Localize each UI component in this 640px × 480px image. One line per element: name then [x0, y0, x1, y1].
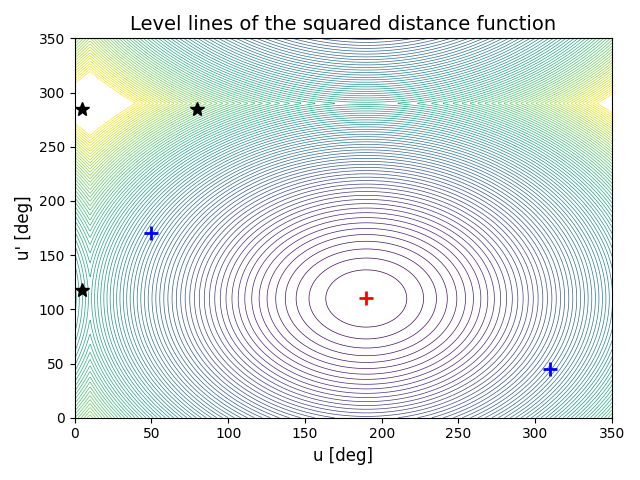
X-axis label: u [deg]: u [deg]: [313, 447, 373, 465]
Title: Level lines of the squared distance function: Level lines of the squared distance func…: [130, 15, 556, 34]
Y-axis label: u' [deg]: u' [deg]: [15, 196, 33, 260]
